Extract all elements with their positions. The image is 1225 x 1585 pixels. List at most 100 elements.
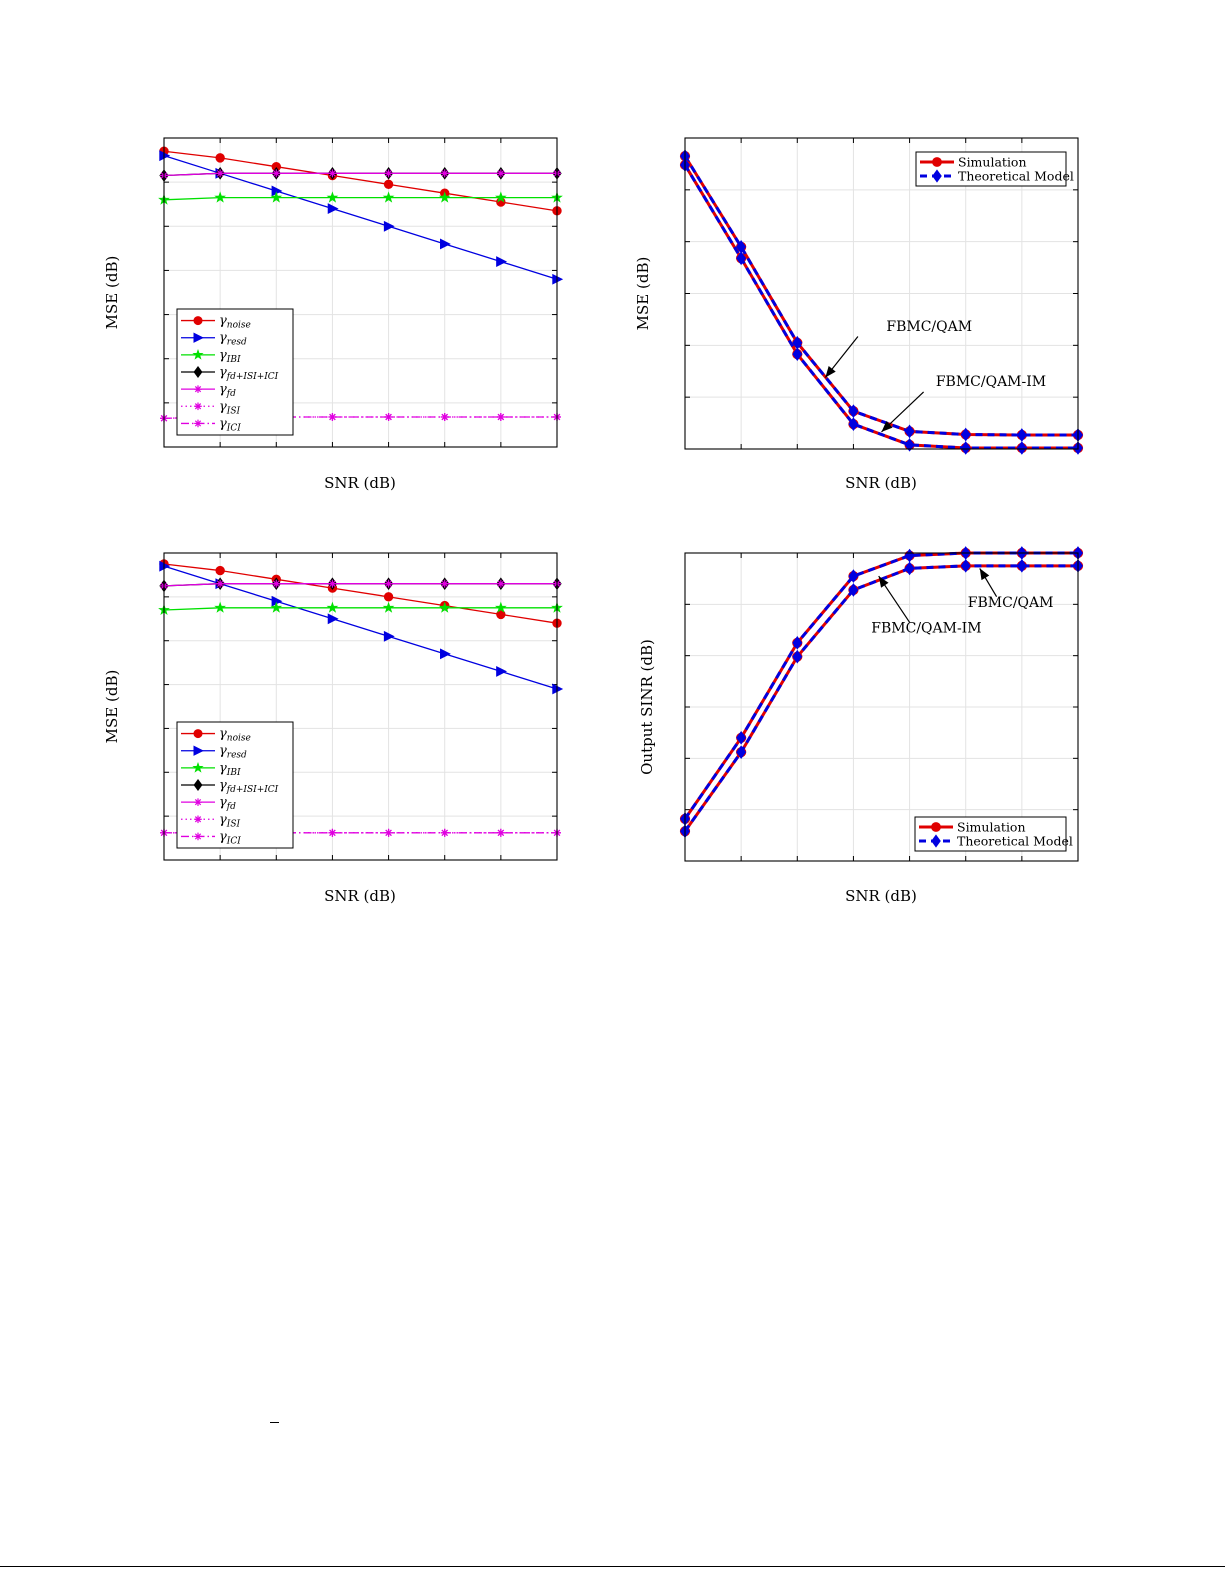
- legend-label: Theoretical Model: [958, 169, 1074, 184]
- asterisk-stroke: [216, 170, 224, 177]
- asterisk-stroke: [329, 170, 336, 177]
- series-line-0: [683, 551, 1078, 820]
- data-point-s2-p4: [382, 601, 395, 613]
- data-point-s2-p3: [326, 191, 339, 203]
- legend-label: γfd: [219, 795, 236, 812]
- asterisk-stroke: [497, 170, 505, 177]
- x-axis-label: SNR (dB): [845, 887, 917, 905]
- data-point-s3-p1: [736, 251, 747, 266]
- legend-swatch-marker: [194, 385, 202, 393]
- data-point-s3-p3: [848, 417, 859, 431]
- data-point-s2-p6: [494, 191, 507, 203]
- legend-label: γISI: [219, 812, 241, 829]
- data-point-s1-p4: [904, 548, 915, 563]
- asterisk-stroke: [385, 413, 392, 421]
- legend-box: [914, 816, 1067, 852]
- y-axis-label: MSE (dB): [634, 257, 652, 331]
- data-point-s2-p4: [382, 191, 395, 203]
- plot-frame: [684, 137, 1079, 450]
- asterisk-stroke: [194, 403, 202, 410]
- annotation-label: FBMC/QAM: [968, 595, 1054, 611]
- data-point-s6-p6: [496, 412, 505, 421]
- legend-swatch-marker: [193, 729, 203, 739]
- annotation-label: FBMC/QAM-IM: [871, 621, 981, 637]
- legend-swatch-marker: [193, 332, 204, 343]
- series-line-3: [683, 164, 1078, 450]
- legend-swatch-marker: [194, 798, 202, 806]
- legend-swatch-marker: [194, 832, 202, 841]
- data-point-s4-p5: [440, 169, 449, 178]
- asterisk-stroke: [194, 833, 202, 840]
- legend-box: [915, 151, 1067, 187]
- series-line-4: [163, 172, 557, 177]
- annotation-arrow-head: [979, 568, 990, 581]
- asterisk-stroke: [385, 829, 392, 837]
- legend-swatch-marker: [194, 402, 202, 411]
- legend-swatch-marker: [192, 761, 204, 773]
- series-line-0: [163, 563, 558, 624]
- stray-dash: [270, 1422, 279, 1423]
- series-line-2: [683, 164, 1078, 450]
- y-axis-label: MSE (dB): [103, 256, 121, 330]
- data-point-s1-p5: [960, 427, 971, 442]
- legend-label: Simulation: [958, 155, 1027, 170]
- data-point-s1-p6: [1016, 428, 1027, 442]
- legend-label: γISI: [219, 399, 241, 416]
- series-line-4: [163, 583, 557, 587]
- data-point-s2-p1: [214, 601, 227, 613]
- asterisk-stroke: [385, 580, 392, 587]
- data-point-s4-p1: [216, 169, 225, 178]
- legend-swatch-marker: [931, 822, 941, 832]
- legend-label: γresd: [219, 331, 247, 348]
- series-line-1: [683, 551, 1078, 820]
- asterisk-stroke: [273, 170, 280, 177]
- data-point-s2-p3: [326, 601, 339, 613]
- data-point-s4-p2: [272, 579, 281, 588]
- x-axis-label: SNR (dB): [324, 474, 396, 492]
- data-point-s1-p2: [792, 636, 803, 650]
- data-point-s2-p1: [214, 191, 227, 203]
- legend-label: γfd+ISI+ICI: [219, 365, 279, 382]
- asterisk-stroke: [194, 816, 202, 823]
- legend-label: γIBI: [219, 761, 241, 778]
- legend-swatch-marker: [194, 815, 202, 824]
- legend-label: γICI: [219, 416, 241, 433]
- data-point-s4-p4: [384, 169, 393, 178]
- data-point-s3-p4: [904, 438, 915, 452]
- data-point-s6-p4: [384, 412, 393, 421]
- legend-label: γfd: [219, 382, 236, 399]
- asterisk-stroke: [194, 799, 202, 806]
- data-point-s4-p4: [384, 579, 393, 588]
- data-point-s6-p4: [384, 828, 393, 837]
- asterisk-stroke: [273, 580, 280, 587]
- legend-label: γIBI: [219, 348, 241, 365]
- data-point-s4-p1: [216, 579, 225, 588]
- data-point-s3-p6: [1016, 559, 1027, 573]
- data-point-s1-p3: [327, 203, 339, 215]
- data-point-s0-p1: [215, 153, 225, 163]
- chart-panel-b: SNR (dB) MSE (dB) FBMC/QAM FBMC/QAM-IM Simul…: [634, 137, 1084, 492]
- data-point-s2-p5: [438, 601, 451, 613]
- legend-label: γnoise: [219, 727, 251, 744]
- plot-frame: [684, 552, 1079, 862]
- data-point-s0-p4: [383, 592, 394, 602]
- data-point-s4-p6: [496, 169, 505, 178]
- series-line-2: [163, 607, 557, 611]
- legend-label: Simulation: [957, 820, 1026, 835]
- plot-frame: [163, 552, 558, 861]
- asterisk-stroke: [216, 580, 224, 587]
- data-point-s1-p3: [848, 404, 859, 418]
- data-point-s2-p6: [494, 601, 507, 613]
- series-line-0: [163, 150, 558, 212]
- data-point-s4-p2: [272, 169, 281, 178]
- data-point-s4-p3: [328, 579, 337, 588]
- data-point-s1-p4: [383, 220, 395, 232]
- annotation-arrow-head: [825, 366, 836, 378]
- data-point-s3-p3: [848, 583, 859, 597]
- data-point-s6-p3: [328, 412, 337, 421]
- x-axis-label: SNR (dB): [324, 887, 396, 905]
- legend-swatch-marker: [194, 419, 202, 428]
- data-point-s1-p4: [904, 424, 915, 439]
